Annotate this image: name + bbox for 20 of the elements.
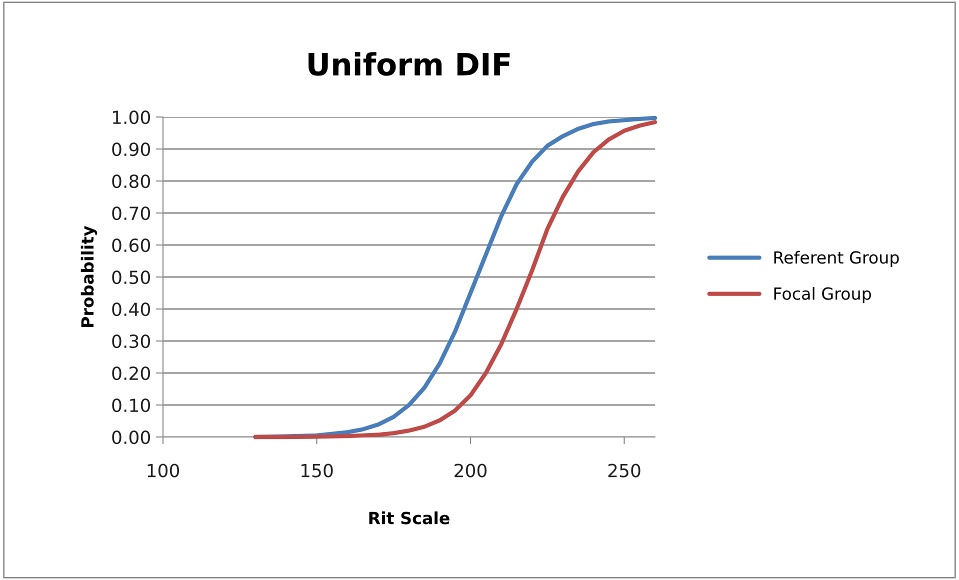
x-tick-label: 250 xyxy=(608,464,640,478)
legend-label: Focal Group xyxy=(774,287,871,304)
y-tick-label: 0.00 xyxy=(112,430,150,444)
y-axis-title: Probability xyxy=(80,226,98,327)
x-tick-label: 200 xyxy=(454,464,487,478)
y-tick-label: 1.00 xyxy=(112,110,150,124)
y-tick-label: 0.90 xyxy=(112,142,150,156)
y-tick-label: 0.20 xyxy=(112,366,150,380)
legend-label: Referent Group xyxy=(774,250,899,267)
y-tick-label: 0.10 xyxy=(112,398,150,412)
y-tick-label: 0.50 xyxy=(112,270,150,284)
y-tick-label: 0.60 xyxy=(112,238,150,252)
y-tick-label: 0.30 xyxy=(112,334,150,348)
y-tick-label: 0.80 xyxy=(112,174,150,188)
y-tick-label: 0.40 xyxy=(112,302,150,316)
x-axis-title: Rit Scale xyxy=(369,511,450,524)
x-tick-label: 150 xyxy=(302,464,333,478)
chart-title: Uniform DIF xyxy=(308,52,510,76)
y-tick-label: 0.70 xyxy=(112,206,150,220)
x-tick-label: 100 xyxy=(148,464,180,478)
